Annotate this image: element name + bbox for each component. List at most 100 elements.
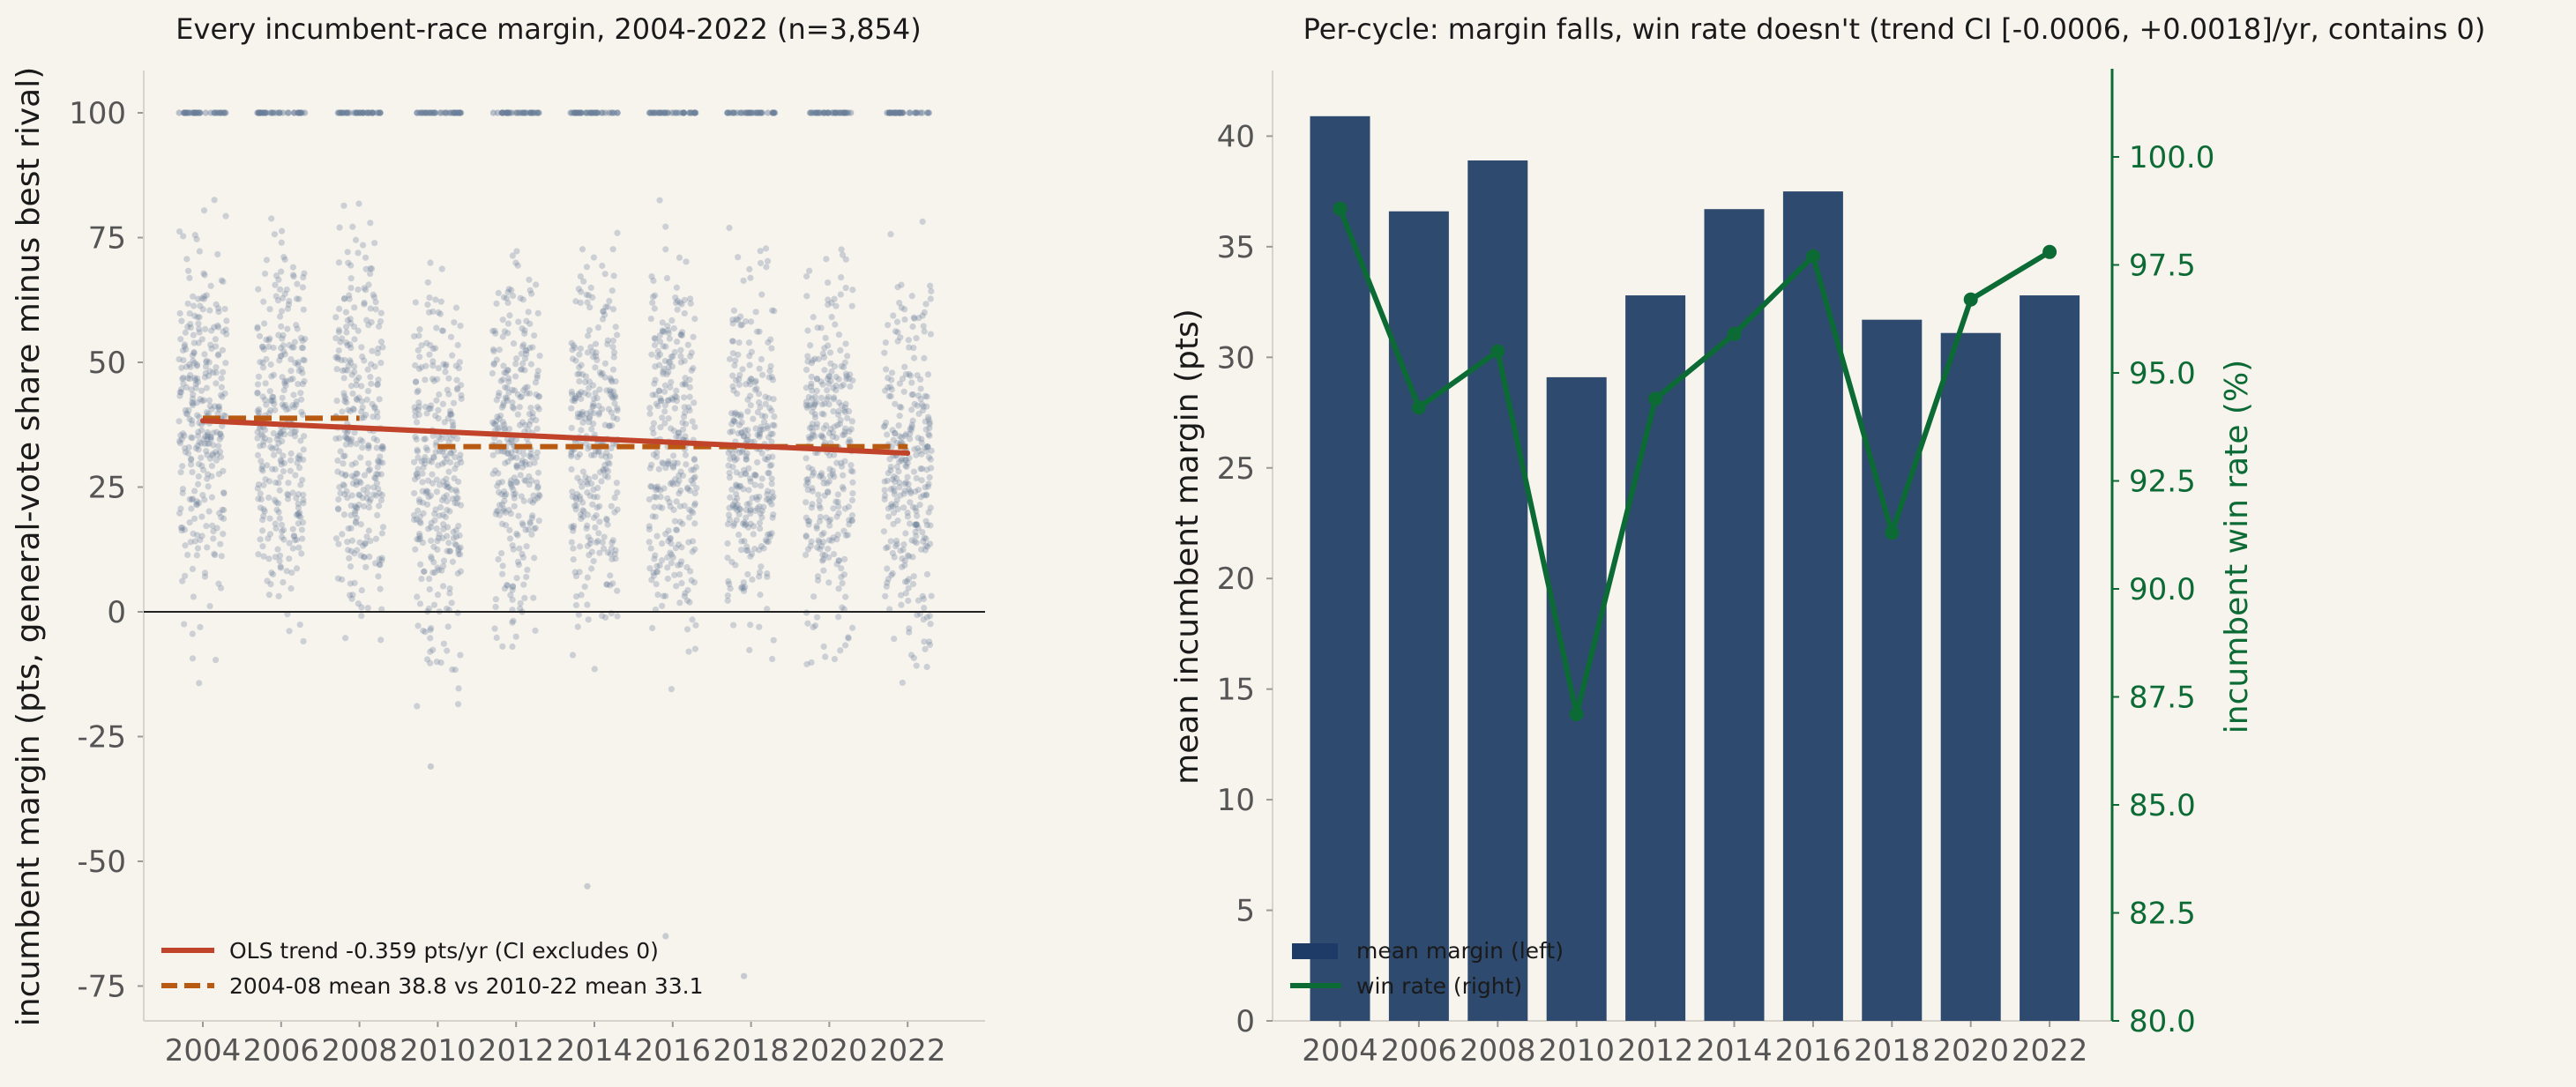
scatter-point: [455, 478, 462, 486]
scatter-point: [269, 445, 276, 452]
scatter-point: [257, 536, 264, 543]
scatter-point: [571, 395, 579, 402]
scatter-point: [357, 454, 364, 461]
scatter-point: [355, 491, 362, 498]
scatter-point: [295, 359, 302, 366]
scatter-point: [506, 312, 513, 319]
scatter-point: [299, 369, 306, 376]
scatter-point: [668, 551, 676, 558]
win-rate-point: [1805, 249, 1820, 264]
scatter-point: [917, 385, 924, 392]
scatter-point: [268, 398, 275, 405]
scatter-point: [769, 514, 776, 521]
scatter-point: [575, 611, 582, 618]
scatter-point: [349, 480, 356, 487]
scatter-point: [259, 517, 266, 524]
scatter-point: [346, 295, 353, 302]
scatter-point: [183, 411, 191, 418]
scatter-point: [598, 109, 605, 116]
scatter-point: [439, 534, 446, 542]
scatter-point: [211, 550, 218, 557]
scatter-point: [364, 604, 371, 612]
scatter-point: [677, 561, 684, 569]
scatter-point: [362, 265, 370, 272]
scatter-point: [295, 510, 302, 517]
scatter-point: [280, 386, 287, 394]
scatter-point: [908, 391, 915, 398]
scatter-point: [354, 504, 361, 512]
scatter-point: [519, 366, 526, 373]
scatter-point: [198, 440, 205, 447]
scatter-point: [509, 386, 516, 393]
scatter-point: [364, 109, 371, 116]
scatter-point: [758, 482, 765, 489]
scatter-point: [899, 455, 906, 463]
scatter-point: [352, 236, 360, 243]
scatter-point: [339, 109, 346, 116]
scatter-point: [449, 558, 457, 565]
scatter-point: [193, 502, 200, 509]
scatter-point: [676, 477, 683, 484]
scatter-point: [817, 513, 824, 520]
scatter-point: [910, 654, 917, 661]
scatter-point: [664, 460, 672, 467]
left-y-tick-label: 100: [69, 96, 126, 131]
scatter-point: [278, 227, 286, 235]
scatter-point: [651, 503, 658, 510]
scatter-point: [257, 504, 264, 511]
scatter-point: [205, 359, 213, 366]
scatter-point: [193, 361, 201, 369]
scatter-point: [607, 375, 614, 382]
scatter-point: [182, 542, 189, 549]
scatter-point: [735, 316, 742, 324]
scatter-point: [747, 376, 754, 383]
left-x-tick-label: 2018: [713, 1033, 789, 1068]
scatter-point: [657, 398, 665, 405]
right-left-y-tick-label: 40: [1217, 119, 1255, 154]
scatter-point: [422, 109, 429, 116]
scatter-point: [587, 451, 595, 458]
scatter-point: [604, 340, 611, 348]
scatter-point: [346, 109, 353, 116]
scatter-point: [422, 109, 429, 116]
scatter-point: [500, 294, 508, 301]
scatter-point: [185, 443, 192, 451]
scatter-point: [426, 294, 433, 302]
scatter-point: [219, 393, 226, 400]
scatter-point: [255, 495, 262, 503]
scatter-point: [447, 410, 454, 417]
scatter-point: [821, 400, 828, 407]
scatter-point: [361, 503, 368, 510]
scatter-point: [280, 452, 287, 459]
scatter-point: [835, 510, 842, 517]
scatter-point: [650, 451, 657, 458]
scatter-point: [299, 411, 307, 419]
scatter-point: [572, 298, 579, 305]
scatter-point: [220, 278, 227, 286]
scatter-point: [195, 320, 202, 327]
scatter-point: [599, 406, 606, 413]
scatter-point: [661, 109, 668, 116]
scatter-point: [693, 485, 700, 492]
scatter-point: [688, 349, 695, 356]
scatter-point: [295, 512, 302, 519]
scatter-point: [259, 109, 267, 116]
scatter-point: [415, 536, 422, 543]
scatter-point: [531, 496, 538, 503]
scatter-point: [572, 357, 579, 364]
scatter-point: [510, 491, 518, 498]
scatter-point: [568, 450, 575, 458]
scatter-point: [289, 401, 296, 409]
scatter-point: [355, 109, 362, 116]
scatter-point: [508, 439, 515, 446]
scatter-point: [261, 397, 269, 404]
scatter-point: [341, 356, 348, 364]
scatter-point: [667, 549, 674, 556]
scatter-point: [365, 527, 372, 534]
scatter-point: [743, 543, 750, 550]
scatter-point: [372, 560, 379, 567]
scatter-point: [518, 109, 526, 116]
scatter-point: [529, 344, 536, 351]
scatter-point: [206, 455, 214, 462]
scatter-point: [437, 310, 444, 317]
